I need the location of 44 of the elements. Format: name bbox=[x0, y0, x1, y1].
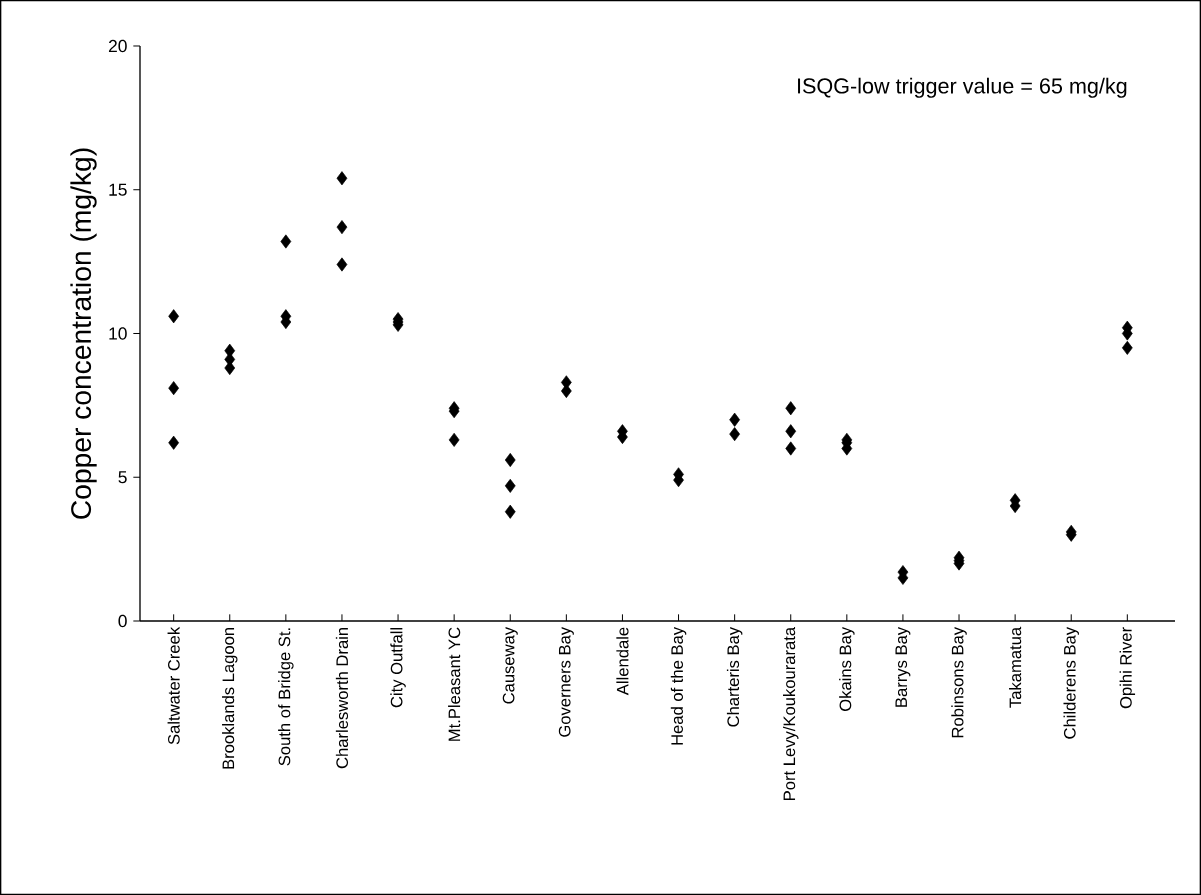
point bbox=[448, 432, 460, 447]
x-tick-label: Okains Bay bbox=[839, 626, 855, 711]
point bbox=[785, 424, 797, 439]
x-tick-label: Port Levy/Koukourarata bbox=[783, 626, 799, 800]
x-tick-label: Takamatua bbox=[1009, 626, 1022, 708]
point bbox=[785, 441, 797, 456]
y-tick-label: 5 bbox=[118, 471, 127, 484]
x-tick-label: Charteris Bay bbox=[726, 626, 743, 727]
x-tick-label: Barrys Bay bbox=[895, 626, 911, 707]
point bbox=[336, 220, 348, 235]
y-tick-label: 15 bbox=[109, 183, 127, 196]
y-tick-label: 20 bbox=[108, 39, 127, 53]
point bbox=[785, 401, 797, 416]
point bbox=[729, 412, 740, 427]
x-tick-label: Childerens Bay bbox=[1063, 626, 1079, 739]
x-tick-label: Robinsons Bay bbox=[951, 626, 967, 738]
x-tick-label: City Outfall bbox=[390, 627, 406, 708]
y-tick-label: 10 bbox=[109, 327, 127, 340]
x-tick-label: Saltwater Creek bbox=[167, 626, 180, 745]
y-tick-label: 0 bbox=[118, 614, 127, 628]
x-tick-label: Head of the Bay bbox=[670, 626, 687, 745]
point bbox=[168, 309, 179, 324]
point bbox=[1121, 340, 1133, 355]
y-axis-title: Copper concentration (mg/kg) bbox=[70, 148, 97, 519]
annotation: ISQG-low trigger value = 65 mg/kg bbox=[798, 77, 1127, 98]
x-tick-label: Opihi River bbox=[1119, 627, 1136, 709]
point bbox=[504, 453, 516, 467]
x-tick-label: Brooklands Lagoon bbox=[222, 627, 238, 769]
x-tick-label: Mt.Pleasant YC bbox=[448, 627, 461, 741]
point bbox=[504, 504, 516, 519]
point bbox=[729, 427, 740, 442]
x-tick-label: Causeway bbox=[502, 626, 518, 704]
x-tick-label: South of Bridge St. bbox=[278, 628, 294, 766]
point bbox=[224, 361, 236, 375]
point bbox=[336, 171, 348, 186]
x-tick-label: Governers Bay bbox=[558, 626, 574, 737]
x-tick-label: Charlesworth Drain bbox=[335, 627, 349, 769]
point bbox=[504, 478, 516, 493]
point bbox=[280, 234, 292, 249]
point bbox=[168, 381, 179, 396]
point bbox=[336, 257, 348, 272]
point bbox=[561, 384, 572, 398]
point bbox=[168, 435, 179, 450]
x-tick-label: Allendale bbox=[616, 627, 629, 696]
